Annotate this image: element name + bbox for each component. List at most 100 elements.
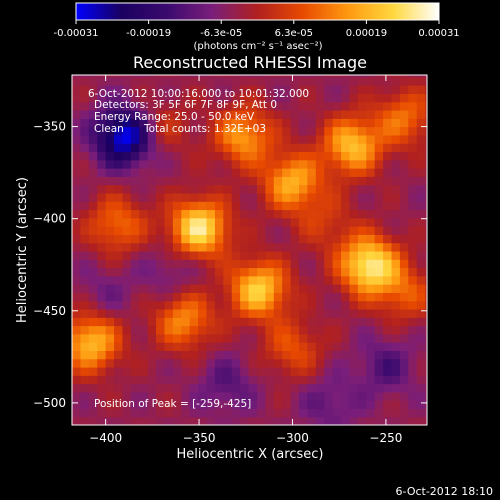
heatmap-cell xyxy=(341,391,351,401)
heatmap-cell xyxy=(248,126,258,136)
heatmap-cell xyxy=(357,76,367,86)
heatmap-cell xyxy=(299,375,309,385)
heatmap-cell xyxy=(139,101,149,111)
heatmap-cell xyxy=(366,101,376,111)
heatmap-cell xyxy=(349,134,359,144)
heatmap-cell xyxy=(408,259,418,269)
heatmap-cell xyxy=(399,416,409,425)
heatmap-cell xyxy=(231,350,241,360)
heatmap-cell xyxy=(172,126,182,136)
heatmap-cell xyxy=(240,85,250,95)
heatmap-cell xyxy=(265,85,275,95)
heatmap-cell xyxy=(315,85,325,95)
heatmap-cell xyxy=(383,176,393,186)
colorbar-strip xyxy=(75,2,440,21)
heatmap-cell xyxy=(341,342,351,351)
heatmap-cell xyxy=(307,342,317,351)
heatmap-cell xyxy=(130,143,140,153)
heatmap-cell xyxy=(156,151,166,161)
heatmap-cell xyxy=(206,325,216,335)
heatmap-cell xyxy=(206,201,216,211)
heatmap-cell xyxy=(223,284,233,293)
heatmap-cell xyxy=(265,300,275,310)
heatmap-cell xyxy=(122,93,132,103)
heatmap-cell xyxy=(366,110,376,119)
heatmap-cell xyxy=(282,118,292,128)
heatmap-cell xyxy=(223,259,233,269)
heatmap-cell xyxy=(290,333,300,343)
heatmap-cell xyxy=(248,151,258,161)
heatmap-cell xyxy=(265,192,275,202)
heatmap-cell xyxy=(332,308,342,318)
heatmap-cell xyxy=(425,209,427,219)
heatmap-cell xyxy=(240,101,250,111)
heatmap-cell xyxy=(105,292,115,302)
heatmap-cell xyxy=(206,176,216,186)
heatmap-cell xyxy=(332,375,342,385)
heatmap-cell xyxy=(290,350,300,360)
heatmap-cell xyxy=(189,201,199,211)
heatmap-cell xyxy=(349,151,359,161)
heatmap-cell xyxy=(181,209,191,219)
heatmap-cell xyxy=(256,366,266,376)
heatmap-cell xyxy=(290,176,300,186)
heatmap-cell xyxy=(366,217,376,227)
heatmap-cell xyxy=(72,292,82,302)
heatmap-cell xyxy=(265,284,275,293)
heatmap-cell xyxy=(214,250,224,260)
heatmap-cell xyxy=(88,176,98,186)
heatmap-cell xyxy=(172,391,182,401)
heatmap-cell xyxy=(341,118,351,128)
heatmap-cell xyxy=(139,168,149,177)
heatmap-cell xyxy=(97,267,107,277)
heatmap-cell xyxy=(374,333,384,343)
heatmap-cell xyxy=(97,350,107,360)
heatmap-cell xyxy=(332,350,342,360)
heatmap-cell xyxy=(256,350,266,360)
heatmap-cell xyxy=(122,350,132,360)
heatmap-cell xyxy=(130,383,140,393)
heatmap-cell xyxy=(265,325,275,335)
heatmap-cell xyxy=(122,209,132,219)
heatmap-cell xyxy=(383,151,393,161)
heatmap-cell xyxy=(181,383,191,393)
heatmap-cell xyxy=(282,242,292,252)
heatmap-cell xyxy=(425,242,427,252)
heatmap-cell xyxy=(206,134,216,144)
heatmap-cell xyxy=(273,234,283,244)
heatmap-cell xyxy=(114,391,124,401)
heatmap-cell xyxy=(231,358,241,368)
heatmap-cell xyxy=(240,391,250,401)
heatmap-cell xyxy=(324,342,334,351)
heatmap-cell xyxy=(273,242,283,252)
heatmap-cell xyxy=(80,151,90,161)
heatmap-cell xyxy=(374,292,384,302)
heatmap-cell xyxy=(223,350,233,360)
heatmap-cell xyxy=(341,383,351,393)
heatmap-cell xyxy=(315,242,325,252)
heatmap-cell xyxy=(231,408,241,418)
heatmap-cell xyxy=(164,75,174,78)
heatmap-cell xyxy=(214,275,224,285)
heatmap-cell xyxy=(139,242,149,252)
heatmap-cell xyxy=(172,342,182,351)
plot-frame xyxy=(71,74,428,426)
heatmap-cell xyxy=(282,325,292,335)
heatmap-cell xyxy=(366,350,376,360)
heatmap-cell xyxy=(80,358,90,368)
heatmap-cell xyxy=(357,366,367,376)
heatmap-cell xyxy=(341,176,351,186)
heatmap-cell xyxy=(189,250,199,260)
heatmap-cell xyxy=(156,416,166,425)
heatmap-cell xyxy=(299,250,309,260)
heatmap-cell xyxy=(231,143,241,153)
heatmap-cell xyxy=(248,300,258,310)
heatmap-cell xyxy=(399,284,409,293)
heatmap-cell xyxy=(357,400,367,410)
heatmap-cell xyxy=(332,126,342,136)
heatmap-cell xyxy=(147,75,157,78)
heatmap-cell xyxy=(181,408,191,418)
heatmap-cell xyxy=(299,358,309,368)
heatmap-cell xyxy=(307,391,317,401)
heatmap-cell xyxy=(341,134,351,144)
